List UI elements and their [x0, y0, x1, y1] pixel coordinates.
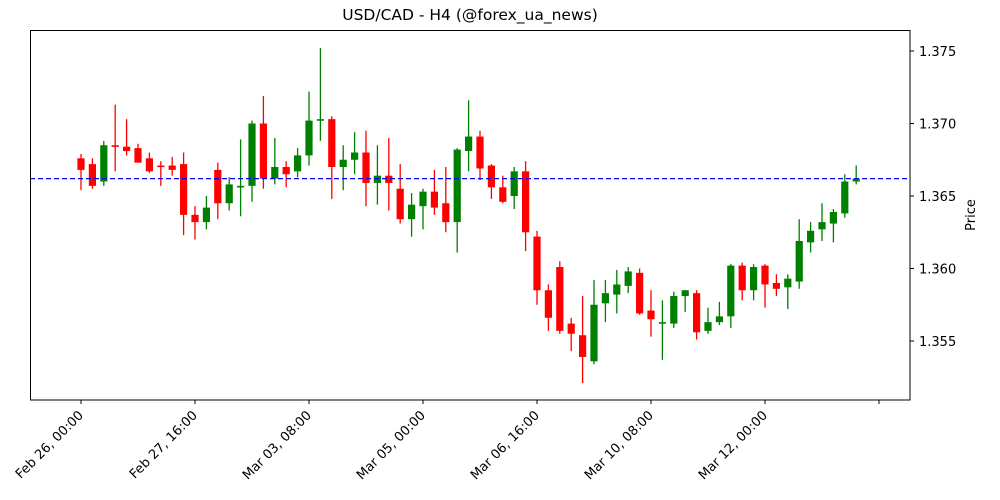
candle [430, 169, 438, 215]
candle [282, 161, 290, 188]
candle [168, 156, 176, 176]
candle [681, 290, 689, 312]
candle [567, 317, 575, 352]
candle [419, 188, 427, 230]
candle [339, 145, 347, 191]
chart-title: USD/CAD - H4 (@forex_ua_news) [342, 6, 598, 24]
candle [442, 167, 450, 233]
candle [88, 158, 96, 189]
candle [408, 193, 416, 237]
candle [396, 164, 404, 224]
candle [624, 267, 632, 294]
candle [807, 222, 815, 253]
candle [157, 161, 165, 186]
candle [362, 130, 370, 207]
candle [556, 261, 564, 334]
candle [841, 174, 849, 218]
candle [271, 138, 279, 185]
x-tick-label: Feb 26, 00:00 [13, 408, 87, 482]
y-tick-label: 1.365 [919, 190, 956, 205]
candle [328, 116, 336, 199]
y-tick-label: 1.355 [919, 335, 956, 350]
candle [579, 296, 587, 384]
y-tick-label: 1.360 [919, 263, 956, 278]
candle [533, 230, 541, 305]
x-tick-label: Mar 03, 08:00 [240, 408, 315, 483]
x-axis-ticks: Feb 26, 00:00 Feb 27, 16:00 Mar 03, 08:00 M… [13, 400, 880, 483]
candle [647, 290, 655, 337]
candle [522, 161, 530, 252]
candle [601, 280, 609, 323]
candle [259, 95, 267, 189]
candle [373, 145, 381, 205]
x-tick-label: Feb 27, 16:00 [127, 408, 201, 482]
candle [202, 196, 210, 230]
candle [761, 264, 769, 308]
candle [738, 262, 746, 301]
candle [145, 152, 153, 173]
candle [180, 152, 188, 236]
y-tick-label: 1.375 [919, 45, 956, 60]
candle [750, 264, 758, 301]
axes-frame [30, 30, 911, 401]
candle [499, 175, 507, 204]
candle [316, 48, 324, 141]
candle [818, 203, 826, 241]
candle [248, 120, 256, 202]
candle [134, 143, 142, 163]
candle [111, 104, 119, 172]
y-tick-label: 1.370 [919, 118, 956, 133]
candle [590, 280, 598, 365]
candle [715, 301, 723, 326]
candle [294, 148, 302, 178]
y-axis-label: Price [964, 199, 979, 231]
candle [510, 167, 518, 210]
candle [636, 268, 644, 315]
candle [77, 153, 85, 191]
candle [385, 138, 393, 211]
candle [305, 91, 313, 166]
candle [784, 274, 792, 310]
candle [191, 206, 199, 240]
candle [465, 100, 473, 172]
candle [852, 165, 860, 185]
x-tick-label: Mar 10, 08:00 [582, 408, 657, 483]
candle [727, 264, 735, 328]
candle [237, 139, 245, 217]
x-tick-label: Mar 06, 16:00 [468, 408, 543, 483]
x-tick-label: Mar 12, 00:00 [696, 408, 771, 483]
candle [658, 300, 666, 360]
candle [772, 274, 780, 297]
candle [453, 148, 461, 253]
candle [225, 177, 233, 211]
candle [476, 130, 484, 181]
candle [670, 291, 678, 328]
candle [214, 162, 222, 220]
candle [487, 164, 495, 199]
y-axis-ticks: 1.355 1.360 1.365 1.370 1.375 [910, 45, 956, 350]
candle [704, 307, 712, 334]
candle [351, 132, 359, 175]
candle [544, 284, 552, 331]
candle [123, 119, 131, 156]
candle [693, 290, 701, 340]
candle [829, 209, 837, 243]
candle [795, 219, 803, 289]
candles-layer [77, 48, 860, 384]
x-tick-label: Mar 05, 00:00 [354, 408, 429, 483]
candle [613, 269, 621, 314]
